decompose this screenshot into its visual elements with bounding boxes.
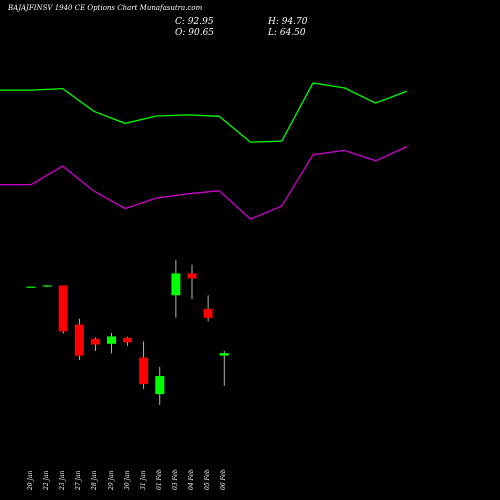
x-tick-label: 29 Jan	[107, 470, 115, 490]
x-tick-label: 06 Feb	[220, 469, 228, 490]
candle	[107, 332, 116, 354]
x-tick-label: 27 Jan	[75, 470, 83, 490]
candle	[171, 260, 181, 318]
candle	[187, 264, 197, 300]
lower-indicator-line	[0, 146, 408, 220]
chart-title: BAJAJFINSV 1940 CE Options Chart Munafas…	[8, 4, 203, 12]
low-value: L: 64.50	[268, 28, 306, 38]
candle	[74, 318, 84, 361]
candle-body-bear	[139, 357, 149, 384]
x-tick-label: 22 Jan	[43, 470, 51, 490]
x-tick-label: 31 Jan	[139, 470, 147, 490]
candle-body-bear	[58, 285, 68, 332]
x-tick-label: 28 Jan	[91, 470, 99, 490]
candle	[26, 286, 36, 288]
candle	[155, 366, 165, 405]
candle	[139, 341, 149, 389]
x-tick-label: 05 Feb	[204, 469, 212, 490]
x-tick-label: 20 Jan	[27, 470, 34, 490]
x-tick-label: 01 Feb	[155, 469, 163, 490]
candle-body-bull	[171, 273, 181, 296]
candle-body-bull	[26, 286, 36, 288]
candle	[90, 337, 100, 352]
candle	[42, 285, 52, 287]
candle	[203, 295, 213, 322]
close-value: C: 92.95	[175, 17, 214, 27]
candle-body-bull	[107, 336, 116, 344]
high-value: H: 94.70	[268, 17, 308, 27]
candle	[123, 336, 133, 346]
candle	[58, 285, 68, 334]
candle-body-bull	[219, 353, 229, 356]
candle-body-bear	[203, 308, 213, 318]
open-value: O: 90.65	[175, 28, 215, 38]
candle-body-bear	[74, 324, 84, 356]
x-tick-label: 23 Jan	[59, 470, 67, 490]
x-tick-label: 03 Feb	[171, 469, 179, 490]
x-tick-label: 30 Jan	[123, 470, 131, 490]
candle-body-bear	[123, 337, 133, 343]
x-tick-label: 04 Feb	[188, 469, 195, 490]
candle-body-bear	[90, 338, 100, 345]
candle	[219, 351, 229, 386]
candle-body-bear	[187, 273, 197, 279]
candle-body-bull	[42, 285, 52, 287]
upper-indicator-line	[0, 82, 408, 143]
candle-body-bull	[155, 376, 165, 395]
